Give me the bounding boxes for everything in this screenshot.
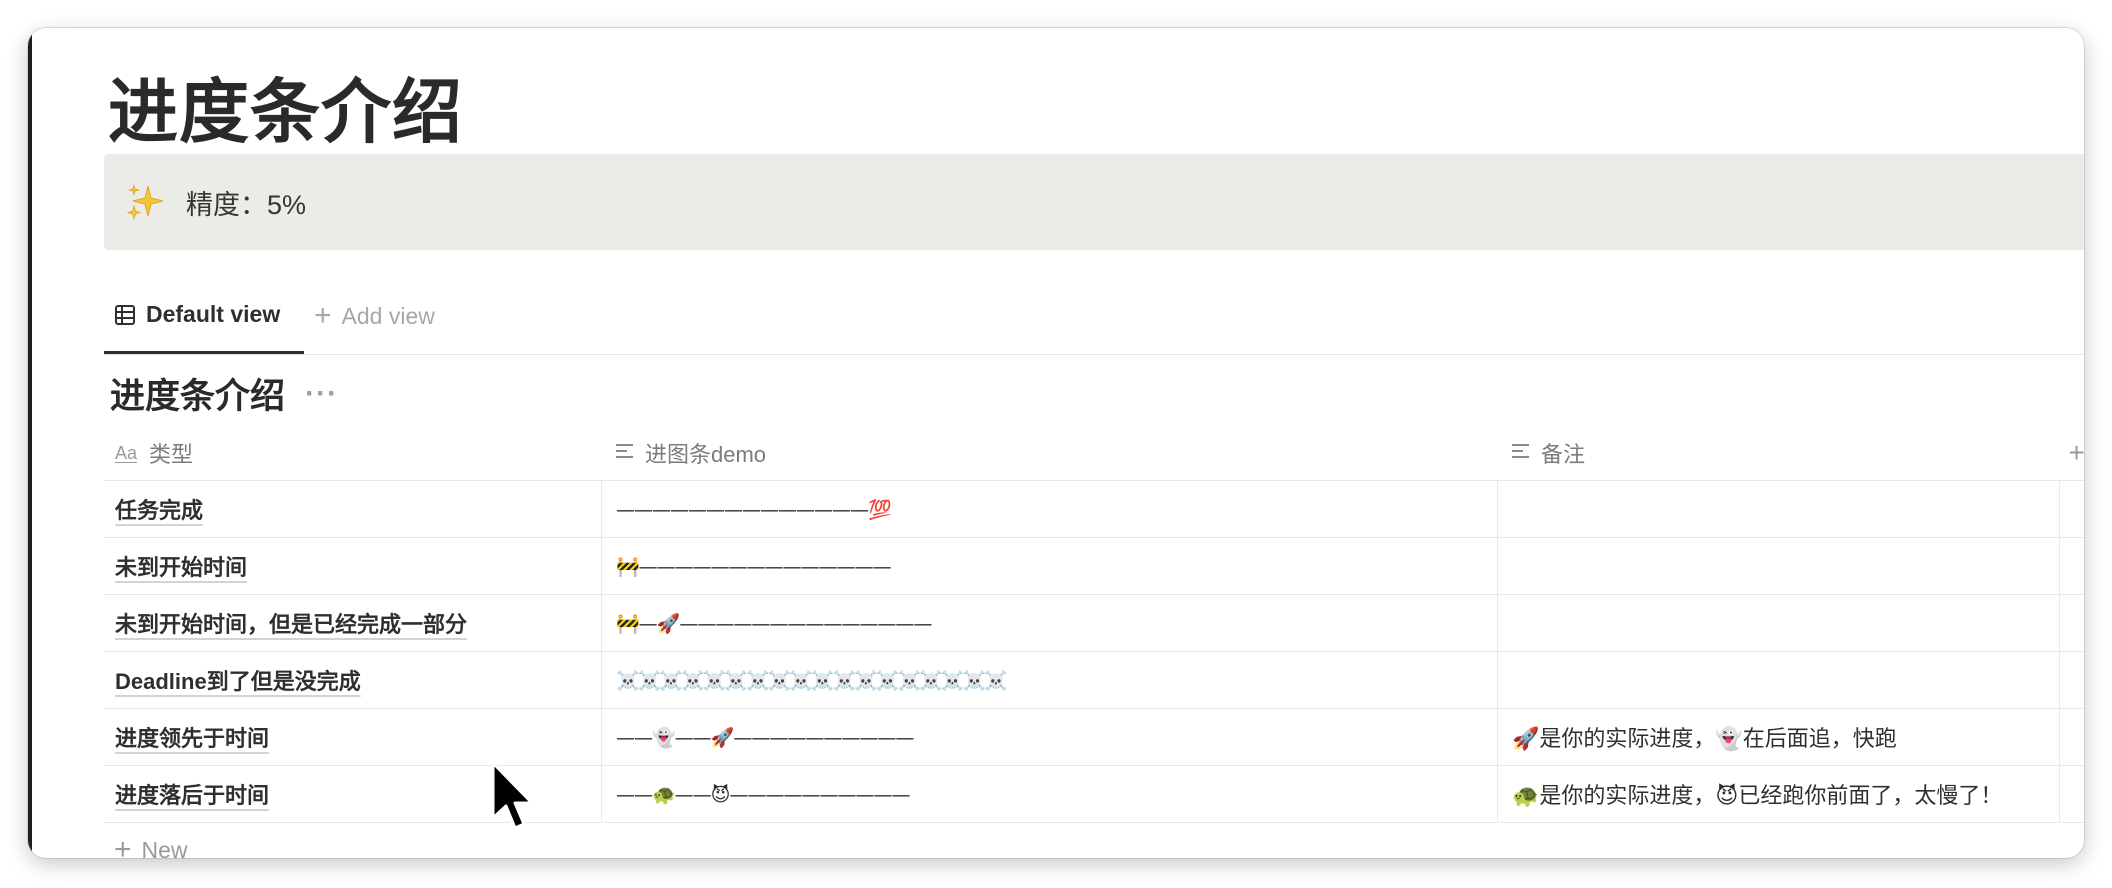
cell-bar[interactable]: ——👻——🚀—————————— [601,709,1497,765]
add-view-label: Add view [341,302,435,329]
progress-bar-text: 🚧—🚀—————————————— [616,612,932,635]
cell-type[interactable]: 未到开始时间，但是已经完成一部分 [104,595,601,651]
page-title: 进度条介绍 [108,73,463,151]
cell-bar[interactable]: ☠️☠️☠️☠️☠️☠️☠️☠️☠️☠️☠️☠️☠️☠️☠️☠️☠️☠️ [601,652,1497,708]
progress-bar-text: 🚧—————————————— [616,555,892,578]
cell-note[interactable] [1497,538,2059,594]
cell-type[interactable]: 进度领先于时间 [104,709,601,765]
add-view-button[interactable]: + Add view [314,278,435,354]
cell-bar[interactable]: ——————————————💯 [601,481,1497,537]
cell-note[interactable]: 🚀是你的实际进度，👻在后面追，快跑 [1497,709,2059,765]
text-lines-icon [1511,440,1531,466]
progress-bar-text: ——🐢——😈—————————— [616,783,910,806]
table-row[interactable]: 未到开始时间，但是已经完成一部分 🚧—🚀—————————————— [104,595,2084,652]
progress-bar-text: ——————————————💯 [616,498,892,521]
row-title: 未到开始时间，但是已经完成一部分 [115,612,468,637]
table-row[interactable]: Deadline到了但是没完成 ☠️☠️☠️☠️☠️☠️☠️☠️☠️☠️☠️☠️… [104,652,2084,709]
callout-text: 精度：5% [186,189,307,220]
column-header-label: 类型 [149,442,194,467]
row-title: Deadline到了但是没完成 [115,669,361,694]
text-lines-icon [615,440,635,466]
column-header-note[interactable]: 备注 [1497,426,2059,480]
new-row-label: New [141,836,188,859]
table-row[interactable]: 任务完成 ——————————————💯 [104,481,2084,538]
cell-empty [2059,766,2084,822]
row-title: 任务完成 [115,498,204,523]
table-row[interactable]: 未到开始时间 🚧—————————————— [104,538,2084,595]
cell-empty [2059,481,2084,537]
cell-type[interactable]: 未到开始时间 [104,538,601,594]
view-tabs-bar: Default view + Add view [104,278,2084,355]
cell-note[interactable] [1497,595,2059,651]
column-header-bar[interactable]: 进图条demo [601,426,1497,480]
tab-default-view-label: Default view [146,301,281,327]
cell-note[interactable] [1497,652,2059,708]
column-header-label: 备注 [1541,442,1586,467]
table-header-row: Aa 类型 进图条demo [104,426,2084,481]
window-edge [28,28,32,858]
cell-bar[interactable]: 🚧—————————————— [601,538,1497,594]
more-options-icon[interactable]: ··· [305,376,338,410]
note-text: 🚀是你的实际进度，👻在后面追，快跑 [1512,726,1897,751]
mouse-cursor-icon [491,761,534,830]
cell-note[interactable] [1497,481,2059,537]
database-title[interactable]: 进度条介绍 [110,377,286,416]
column-header-type[interactable]: Aa 类型 [104,426,601,480]
new-row-button[interactable]: + New [104,823,2084,858]
add-column-button[interactable]: + [2059,426,2084,480]
sparkles-icon [126,182,166,222]
cell-type[interactable]: Deadline到了但是没完成 [104,652,601,708]
plus-icon: + [2068,437,2084,468]
note-text: 🐢是你的实际进度，😈已经跑你前面了，太慢了！ [1512,783,2003,808]
cell-empty [2059,595,2084,651]
row-title: 未到开始时间 [115,555,248,580]
database-table: Aa 类型 进图条demo [104,426,2084,858]
cell-empty [2059,538,2084,594]
cell-empty [2059,652,2084,708]
cell-empty [2059,709,2084,765]
cell-bar[interactable]: 🚧—🚀—————————————— [601,595,1497,651]
table-row[interactable]: 进度领先于时间 ——👻——🚀—————————— 🚀是你的实际进度，👻在后面追，… [104,709,2084,766]
callout-block[interactable]: 精度：5% [104,154,2084,250]
cell-note[interactable]: 🐢是你的实际进度，😈已经跑你前面了，太慢了！ [1497,766,2059,822]
table-icon [114,304,136,326]
title-aa-icon: Aa [115,442,138,463]
cell-bar[interactable]: ——🐢——😈—————————— [601,766,1497,822]
notion-window: 进度条介绍 精度：5% Default view + [28,28,2084,858]
row-title: 进度落后于时间 [115,783,270,808]
plus-icon: + [314,299,332,332]
cell-type[interactable]: 任务完成 [104,481,601,537]
row-title: 进度领先于时间 [115,726,270,751]
tab-default-view[interactable]: Default view [104,278,304,354]
progress-bar-text: ☠️☠️☠️☠️☠️☠️☠️☠️☠️☠️☠️☠️☠️☠️☠️☠️☠️☠️ [616,669,1008,692]
column-header-label: 进图条demo [645,442,767,467]
cell-type[interactable]: 进度落后于时间 [104,766,601,822]
plus-icon: + [114,833,132,858]
database-title-row: 进度条介绍 ··· [110,368,338,419]
table-row[interactable]: 进度落后于时间 ——🐢——😈—————————— 🐢是你的实际进度，😈已经跑你前… [104,766,2084,823]
progress-bar-text: ——👻——🚀—————————— [616,726,914,749]
